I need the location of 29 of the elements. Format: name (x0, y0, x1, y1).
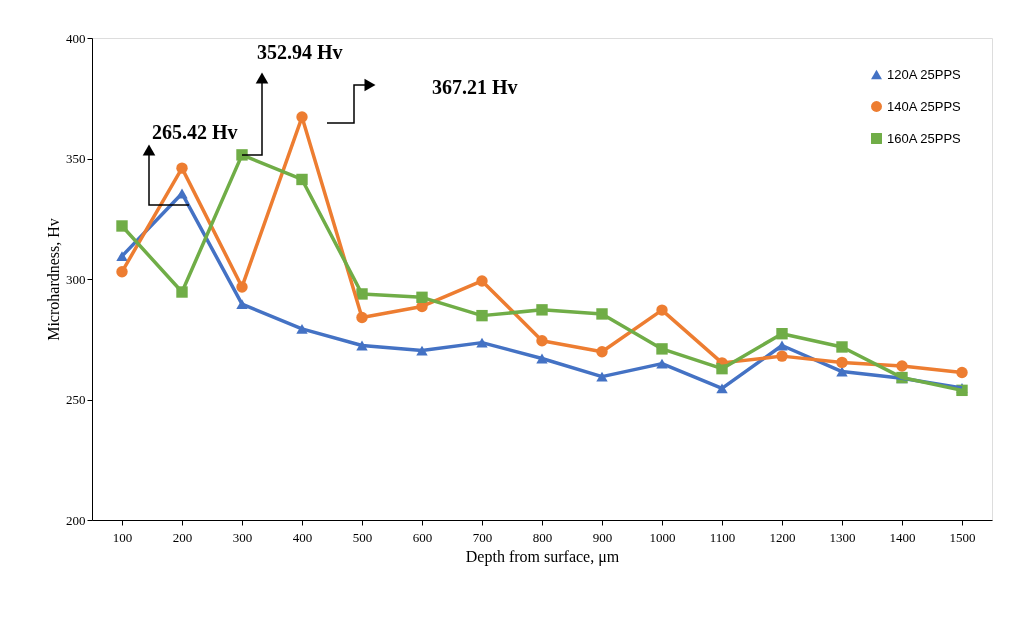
y-tick-label: 200 (66, 512, 86, 528)
y-tick-label: 400 (66, 30, 86, 46)
x-tick-label: 800 (532, 529, 553, 545)
x-tick-label: 300 (232, 529, 253, 545)
y-axis-title: Microhardness, Hv (45, 218, 62, 341)
x-tick-label: 1300 (829, 529, 856, 545)
point (116, 220, 128, 232)
y-tick-label: 300 (66, 271, 86, 287)
x-tick-label: 700 (472, 529, 493, 545)
legend-label: 120A 25PPS (887, 66, 962, 82)
y-tick-label: 250 (66, 392, 86, 407)
x-tick-label: 1100 (709, 529, 736, 545)
annotation: 367.21 Hv (432, 76, 518, 98)
y-tick-label: 350 (66, 151, 86, 166)
legend-label: 160A 25PPS (887, 130, 962, 146)
x-tick-label: 500 (352, 529, 373, 545)
legend-label: 140A 25PPS (887, 98, 962, 114)
annotation: 265.42 Hv (152, 121, 238, 143)
x-tick-label: 1000 (649, 529, 676, 545)
x-tick-label: 900 (592, 529, 613, 545)
x-tick-label: 600 (412, 529, 433, 545)
annotation: 352.94 Hv (257, 41, 343, 63)
x-axis-title: Depth from surface, μm (465, 547, 620, 566)
x-tick-label: 400 (292, 529, 313, 545)
x-tick-label: 1500 (949, 529, 976, 545)
x-tick-label: 1400 (889, 529, 916, 545)
x-tick-label: 1200 (769, 529, 796, 545)
x-tick-label: 100 (112, 529, 133, 545)
x-tick-label: 200 (172, 529, 193, 545)
